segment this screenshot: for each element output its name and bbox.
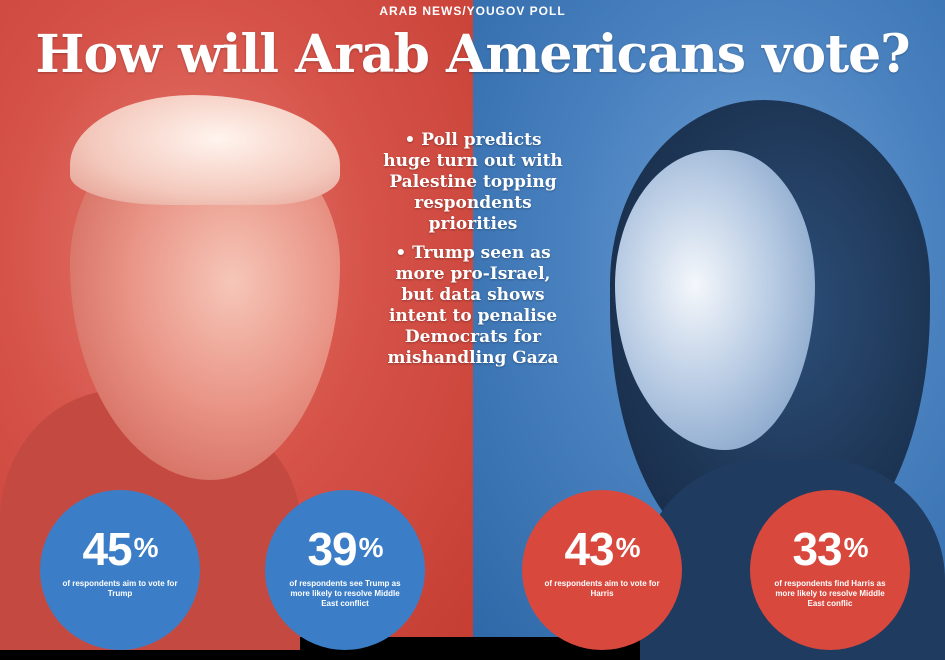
stat-trump-resolve: 39% of respondents see Trump as more lik… <box>265 490 425 650</box>
stat-trump-vote: 45% of respondents aim to vote for Trump <box>40 490 200 650</box>
stat-harris-resolve: 33% of respondents find Harris as more l… <box>750 490 910 650</box>
stat-caption: of respondents see Trump as more likely … <box>289 579 401 608</box>
poll-kicker: ARAB NEWS/YOUGOV POLL <box>379 4 566 18</box>
bullet-item: • Trump seen as more pro-Israel, but dat… <box>387 243 559 368</box>
headline: How will Arab Americans vote? <box>35 24 910 85</box>
stat-number: 43% <box>564 523 640 575</box>
bullet-item: • Poll predicts huge turn out with Pales… <box>383 130 563 234</box>
stat-caption: of respondents aim to vote for Trump <box>62 579 178 598</box>
harris-portrait-face <box>615 150 815 450</box>
stat-caption: of respondents aim to vote for Harris <box>544 579 660 598</box>
stat-number: 39% <box>307 523 383 575</box>
stat-number: 33% <box>792 523 868 575</box>
stat-harris-vote: 43% of respondents aim to vote for Harri… <box>522 490 682 650</box>
bullet-list: • Poll predicts huge turn out with Pales… <box>378 130 568 377</box>
stat-number: 45% <box>82 523 158 575</box>
stat-caption: of respondents find Harris as more likel… <box>774 579 886 608</box>
